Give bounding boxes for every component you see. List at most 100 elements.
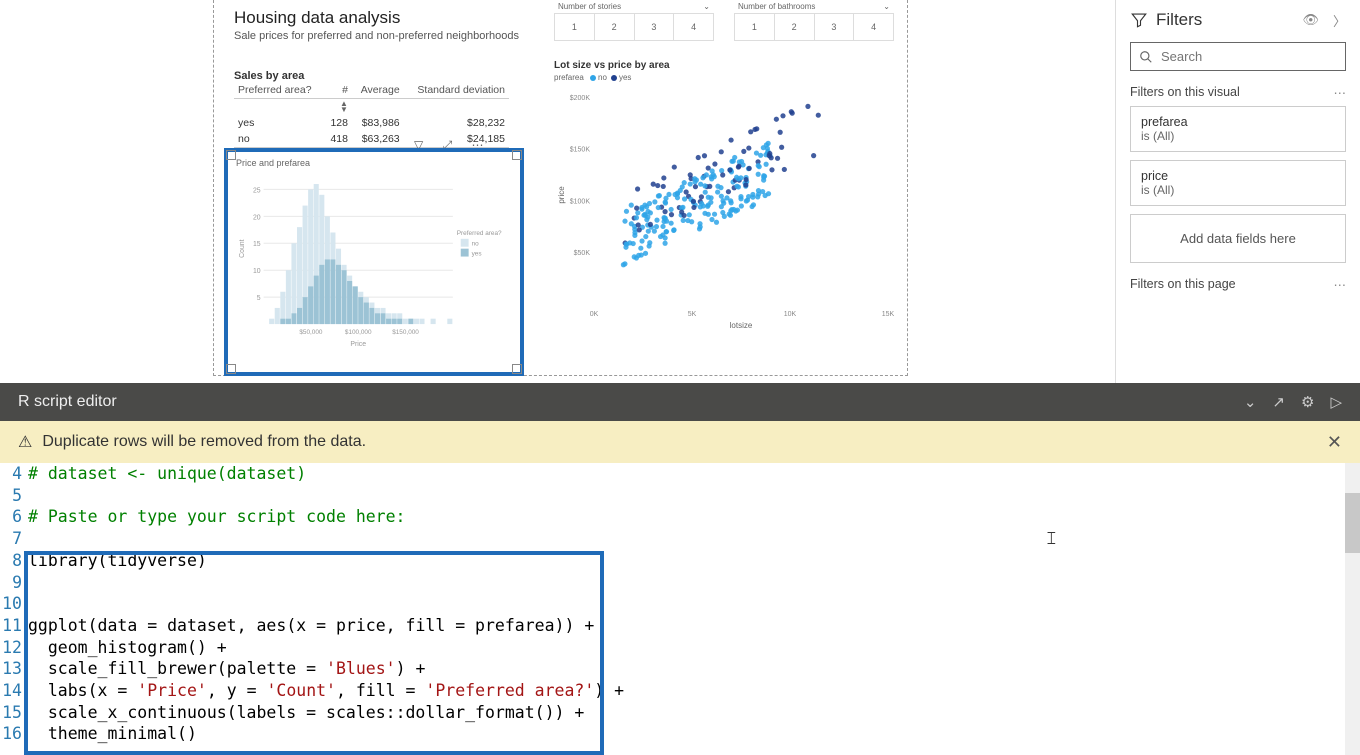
report-canvas: Housing data analysis Sale prices for pr… xyxy=(0,0,1115,383)
slicer-label: Number of stories⌄ xyxy=(554,2,714,13)
histogram-chart: 5 10 15 20 25 $50,000 $100,000 $150,000 Price Cou… xyxy=(236,168,512,353)
histogram-title: Price and prefarea xyxy=(236,158,512,168)
code-line[interactable]: 4# dataset <- unique(dataset) xyxy=(0,463,1345,485)
svg-text:$150K: $150K xyxy=(570,147,591,154)
code-line[interactable]: 12 geom_histogram() + xyxy=(0,637,1345,659)
resize-handle[interactable] xyxy=(512,364,522,374)
slicer-label: Number of bathrooms⌄ xyxy=(734,2,894,13)
svg-text:Preferred area?: Preferred area? xyxy=(457,230,502,237)
slicer-option[interactable]: 2 xyxy=(594,13,634,41)
svg-text:no: no xyxy=(472,241,480,248)
code-line[interactable]: 15 scale_x_continuous(labels = scales::d… xyxy=(0,702,1345,724)
table-header[interactable]: Preferred area? xyxy=(234,82,324,99)
code-line[interactable]: 6# Paste or type your script code here: xyxy=(0,506,1345,528)
svg-text:$100,000: $100,000 xyxy=(345,329,372,336)
slicer-option[interactable]: 4 xyxy=(853,13,894,41)
report-page[interactable]: Housing data analysis Sale prices for pr… xyxy=(213,0,908,376)
filter-icon xyxy=(1130,11,1148,29)
add-filter-dropzone[interactable]: Add data fields here xyxy=(1130,214,1346,263)
warning-text: Duplicate rows will be removed from the … xyxy=(42,433,366,451)
resize-handle[interactable] xyxy=(226,364,236,374)
svg-text:10K: 10K xyxy=(784,311,797,318)
slicer-option[interactable]: 4 xyxy=(673,13,714,41)
code-editor[interactable]: 4# dataset <- unique(dataset)56# Paste o… xyxy=(0,463,1345,755)
svg-text:15: 15 xyxy=(253,241,261,248)
filters-section-page: Filters on this page xyxy=(1130,277,1236,292)
svg-text:$100K: $100K xyxy=(570,198,591,205)
code-line[interactable]: 9 xyxy=(0,572,1345,594)
sort-indicator: ▲▼ xyxy=(324,99,352,116)
scatter-chart: $50K $100K $150K $200K 0K 5K 10K 15K lotsize pric… xyxy=(554,82,894,332)
slicer-option[interactable]: 2 xyxy=(774,13,814,41)
svg-text:$50K: $50K xyxy=(574,250,591,257)
svg-text:Count: Count xyxy=(239,239,246,257)
report-title: Housing data analysis xyxy=(234,8,519,28)
resize-handle[interactable] xyxy=(226,150,236,160)
popout-icon[interactable]: ↗ xyxy=(1272,393,1285,411)
slicer[interactable]: Number of bathrooms⌄1234 xyxy=(734,2,894,41)
report-title-block: Housing data analysis Sale prices for pr… xyxy=(234,8,519,42)
resize-handle[interactable] xyxy=(512,150,522,160)
filters-section-visual: Filters on this visual xyxy=(1130,85,1240,100)
sales-table-heading: Sales by area xyxy=(234,70,509,82)
svg-text:price: price xyxy=(557,186,566,204)
code-line[interactable]: 16 theme_minimal() xyxy=(0,723,1345,745)
svg-text:5K: 5K xyxy=(688,311,697,318)
run-icon[interactable]: ▷ xyxy=(1330,393,1342,411)
expand-icon[interactable]: 〉 xyxy=(1333,11,1346,30)
svg-text:15K: 15K xyxy=(882,311,894,318)
filters-pane: Filters 👁 〉 Filters on this visual ⋯ pref… xyxy=(1115,0,1360,383)
code-line[interactable]: 13 scale_fill_brewer(palette = 'Blues') … xyxy=(0,658,1345,680)
svg-text:Price: Price xyxy=(350,341,366,348)
more-icon[interactable]: ⋯ xyxy=(1334,277,1347,292)
svg-text:lotsize: lotsize xyxy=(730,321,753,330)
slicer-option[interactable]: 1 xyxy=(554,13,594,41)
code-line[interactable]: 7 xyxy=(0,528,1345,550)
filter-card[interactable]: priceis (All) xyxy=(1130,160,1346,206)
code-line[interactable]: 10 xyxy=(0,593,1345,615)
slicer-option[interactable]: 1 xyxy=(734,13,774,41)
svg-text:$50,000: $50,000 xyxy=(299,329,323,336)
slicer-option[interactable]: 3 xyxy=(634,13,674,41)
code-line[interactable]: 14 labs(x = 'Price', y = 'Count', fill =… xyxy=(0,680,1345,702)
gear-icon[interactable]: ⚙ xyxy=(1301,393,1314,411)
svg-text:5: 5 xyxy=(257,295,261,302)
code-line[interactable]: 8library(tidyverse) xyxy=(0,550,1345,572)
editor-title: R script editor xyxy=(18,393,117,411)
svg-text:$150,000: $150,000 xyxy=(392,329,419,336)
filter-search[interactable] xyxy=(1130,42,1346,71)
svg-text:0K: 0K xyxy=(590,311,599,318)
table-row[interactable]: yes128$83,986$28,232 xyxy=(234,115,509,131)
scatter-title: Lot size vs price by area xyxy=(554,60,894,71)
code-line[interactable]: 11ggplot(data = dataset, aes(x = price, … xyxy=(0,615,1345,637)
filter-card[interactable]: prefareais (All) xyxy=(1130,106,1346,152)
more-icon[interactable]: ⋯ xyxy=(1334,85,1347,100)
scatter-legend: prefarea noyes xyxy=(554,73,894,82)
svg-text:$200K: $200K xyxy=(570,95,591,102)
scatter-visual[interactable]: Lot size vs price by area prefarea noyes… xyxy=(554,60,894,350)
search-icon xyxy=(1139,50,1153,64)
table-header[interactable]: Average xyxy=(352,82,404,99)
code-line[interactable]: 5 xyxy=(0,485,1345,507)
slicer[interactable]: Number of stories⌄1234 xyxy=(554,2,714,41)
svg-text:25: 25 xyxy=(253,187,261,194)
histogram-visual-selected[interactable]: Price and prefarea 5 10 15 20 25 $50,000 $100,… xyxy=(224,148,524,376)
eye-icon[interactable]: 👁 xyxy=(1302,12,1319,28)
chevron-down-icon[interactable]: ⌄ xyxy=(1244,393,1257,411)
slicer-option[interactable]: 3 xyxy=(814,13,854,41)
svg-text:10: 10 xyxy=(253,268,261,275)
svg-text:yes: yes xyxy=(472,251,482,258)
warning-bar: ⚠ Duplicate rows will be removed from th… xyxy=(0,421,1360,463)
report-subtitle: Sale prices for preferred and non-prefer… xyxy=(234,30,519,42)
search-input[interactable] xyxy=(1161,49,1337,64)
filters-title: Filters xyxy=(1156,10,1288,30)
table-header[interactable]: # xyxy=(324,82,352,99)
text-cursor: 𝙸 xyxy=(1045,528,1058,549)
close-warning-icon[interactable]: ✕ xyxy=(1327,432,1342,453)
warning-icon: ⚠ xyxy=(18,432,32,452)
r-script-editor-header: R script editor ⌄ ↗ ⚙ ▷ xyxy=(0,383,1360,421)
table-header[interactable]: Standard deviation xyxy=(404,82,509,99)
svg-text:20: 20 xyxy=(253,214,261,221)
code-scrollbar[interactable] xyxy=(1345,463,1360,755)
scrollbar-thumb[interactable] xyxy=(1345,493,1360,553)
